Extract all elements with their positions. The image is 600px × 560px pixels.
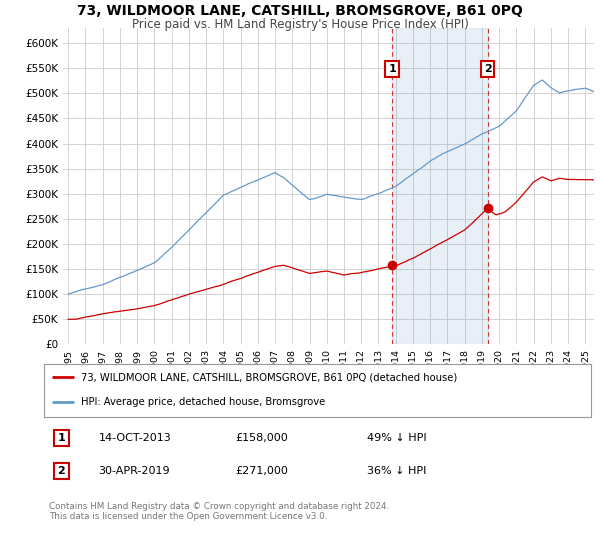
Text: £271,000: £271,000: [235, 466, 288, 476]
Text: 49% ↓ HPI: 49% ↓ HPI: [367, 433, 426, 443]
Text: Price paid vs. HM Land Registry's House Price Index (HPI): Price paid vs. HM Land Registry's House …: [131, 18, 469, 31]
Text: 73, WILDMOOR LANE, CATSHILL, BROMSGROVE, B61 0PQ (detached house): 73, WILDMOOR LANE, CATSHILL, BROMSGROVE,…: [81, 372, 457, 382]
Text: £158,000: £158,000: [235, 433, 288, 443]
Bar: [392, 28, 488, 344]
Text: HPI: Average price, detached house, Bromsgrove: HPI: Average price, detached house, Brom…: [81, 397, 325, 407]
Text: 73, WILDMOOR LANE, CATSHILL, BROMSGROVE, B61 0PQ: 73, WILDMOOR LANE, CATSHILL, BROMSGROVE,…: [77, 4, 523, 18]
Text: 14-OCT-2013: 14-OCT-2013: [98, 433, 171, 443]
Text: 1: 1: [58, 433, 65, 443]
Text: 2: 2: [58, 466, 65, 476]
Text: 36% ↓ HPI: 36% ↓ HPI: [367, 466, 426, 476]
Text: 1: 1: [388, 64, 396, 74]
Text: 2: 2: [484, 64, 491, 74]
Text: Contains HM Land Registry data © Crown copyright and database right 2024.
This d: Contains HM Land Registry data © Crown c…: [49, 502, 389, 521]
Text: 30-APR-2019: 30-APR-2019: [98, 466, 170, 476]
